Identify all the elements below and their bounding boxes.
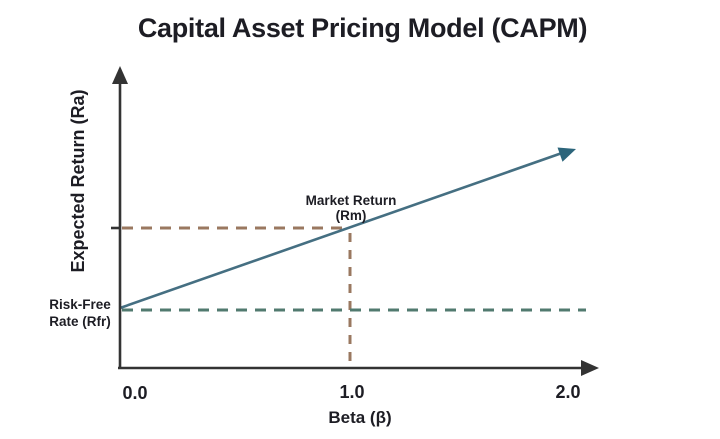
x-axis-label: Beta (β)	[328, 408, 391, 427]
sml-arrow-icon	[557, 147, 576, 162]
market-return-label-line2: (Rm)	[336, 208, 367, 223]
market-return-label-line1: Market Return	[306, 193, 397, 208]
x-tick-label-0: 0.0	[122, 383, 147, 403]
x-tick-label-1: 1.0	[339, 382, 364, 402]
security-market-line	[119, 151, 563, 310]
chart-title: Capital Asset Pricing Model (CAPM)	[137, 13, 588, 43]
y-axis-label: Expected Return (Ra)	[68, 89, 88, 272]
x-tick-label-2: 2.0	[555, 382, 580, 402]
y-axis-arrow-icon	[112, 66, 128, 84]
risk-free-label-line2: Rate (Rfr)	[49, 314, 111, 329]
x-axis-arrow-icon	[581, 360, 599, 376]
risk-free-label-line1: Risk-Free	[49, 297, 111, 312]
